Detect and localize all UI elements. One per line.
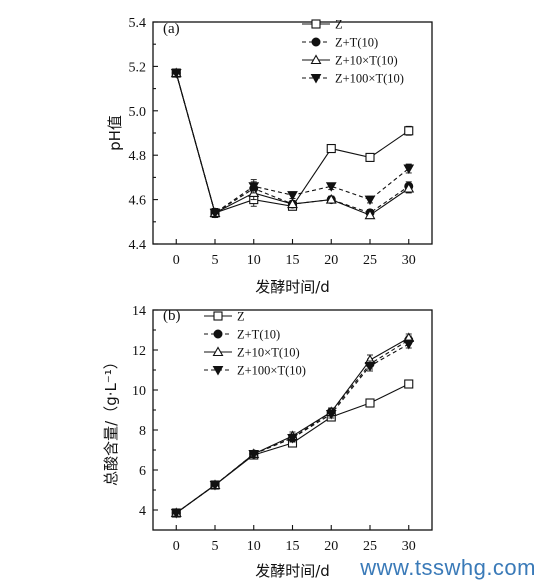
- data-point: [403, 164, 415, 175]
- series-4: [170, 339, 415, 519]
- x-axis-label: 发酵时间/d: [255, 278, 330, 296]
- data-point: [403, 182, 415, 193]
- x-tick-label: 5: [212, 253, 219, 268]
- x-tick-label: 25: [363, 539, 377, 554]
- legend-label: Z: [335, 18, 343, 32]
- chart-panel-a: 0 5 10 15 20 25 30 4.4 4.6 4.8 5.0 5.2 5.4 发酵时间/d pH值 (…: [106, 16, 433, 296]
- y-tick-label: 6: [139, 464, 146, 479]
- x-tick-label: 0: [173, 253, 180, 268]
- legend-label: Z+T(10): [335, 36, 378, 50]
- data-point: [248, 182, 260, 192]
- data-point: [170, 509, 182, 519]
- data-point: [287, 198, 298, 209]
- legend-label: Z+10×T(10): [237, 346, 300, 360]
- y-tick-label: 5.2: [129, 60, 147, 75]
- legend-label: Z: [237, 310, 245, 324]
- y-tick-label: 12: [132, 344, 146, 359]
- x-axis-label: 发酵时间/d: [255, 562, 330, 580]
- x-tick-label: 10: [247, 539, 261, 554]
- legend-label: Z+10×T(10): [335, 54, 398, 68]
- series-1: [171, 379, 414, 518]
- y-tick-label: 5.0: [129, 105, 147, 120]
- data-point: [325, 193, 337, 204]
- x-tick-label: 10: [247, 253, 261, 268]
- legend-marker: [310, 74, 322, 84]
- legend-label: Z+100×T(10): [237, 364, 306, 378]
- legend-marker: [213, 311, 223, 321]
- x-tick-label: 30: [402, 539, 416, 554]
- y-tick-label: 14: [132, 304, 146, 319]
- data-point: [326, 143, 336, 154]
- y-tick-label: 4.8: [129, 149, 147, 164]
- series-3: [170, 332, 415, 518]
- x-tick-label: 20: [324, 253, 338, 268]
- y-axis-label: pH值: [106, 115, 124, 151]
- data-point: [364, 209, 376, 220]
- legend-label: Z+100×T(10): [335, 72, 404, 86]
- data-point: [364, 195, 376, 206]
- x-tick-label: 5: [212, 539, 219, 554]
- x-tick-label: 15: [286, 539, 300, 554]
- data-point: [365, 152, 375, 162]
- x-tick-label: 25: [363, 253, 377, 268]
- chart-panel-b: 0 5 10 15 20 25 30 4 6 8 10 12 14 发酵时间/d 总酸含量/（g·L⁻¹） (…: [102, 304, 433, 580]
- data-point: [404, 126, 414, 136]
- legend: Z Z+T(10) Z+10×T(10) Z+100×T(10): [302, 18, 404, 86]
- legend-marker: [212, 346, 224, 357]
- data-point: [403, 340, 415, 350]
- legend-label: Z+T(10): [237, 328, 280, 342]
- y-tick-label: 4.4: [129, 238, 147, 253]
- legend: Z Z+T(10) Z+10×T(10) Z+100×T(10): [204, 310, 306, 378]
- data-point: [325, 182, 337, 192]
- data-point: [404, 379, 414, 389]
- data-point: [287, 191, 298, 201]
- x-tick-label: 15: [286, 253, 300, 268]
- x-tick-label: 20: [324, 539, 338, 554]
- data-point: [287, 434, 298, 444]
- legend-marker: [311, 37, 321, 47]
- watermark: www.tsswhg.com: [360, 555, 536, 580]
- series-4: [170, 69, 415, 219]
- data-point: [325, 410, 337, 420]
- legend-marker: [311, 19, 321, 29]
- data-point: [248, 450, 260, 460]
- plot-frame: [152, 309, 433, 531]
- y-tick-label: 4.6: [129, 194, 147, 209]
- y-tick-label: 8: [139, 424, 146, 439]
- data-point: [365, 398, 375, 408]
- x-tick-label: 30: [402, 253, 416, 268]
- legend-marker: [213, 329, 223, 339]
- legend-marker: [310, 54, 322, 65]
- legend-marker: [212, 366, 224, 376]
- x-tick-label: 0: [173, 539, 180, 554]
- data-point: [209, 208, 221, 219]
- data-point: [364, 362, 376, 372]
- panel-label: (a): [163, 21, 180, 37]
- panel-label: (b): [163, 308, 181, 324]
- y-tick-label: 4: [139, 504, 146, 519]
- data-point: [209, 481, 221, 491]
- data-point: [170, 69, 182, 79]
- y-tick-label: 10: [132, 384, 146, 399]
- y-axis-label: 总酸含量/（g·L⁻¹）: [102, 354, 120, 486]
- y-tick-label: 5.4: [129, 16, 147, 31]
